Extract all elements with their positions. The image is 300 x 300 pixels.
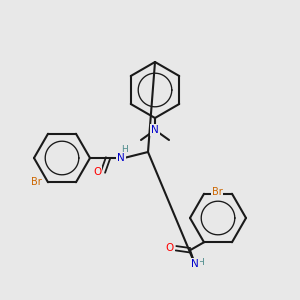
Text: N: N: [117, 153, 125, 163]
Text: O: O: [93, 167, 101, 177]
Text: H: H: [198, 258, 204, 267]
Text: Br: Br: [31, 177, 41, 187]
Text: O: O: [166, 243, 174, 253]
Text: H: H: [122, 146, 128, 154]
Text: Br: Br: [212, 187, 222, 197]
Text: N: N: [151, 125, 159, 135]
Text: N: N: [191, 259, 199, 269]
